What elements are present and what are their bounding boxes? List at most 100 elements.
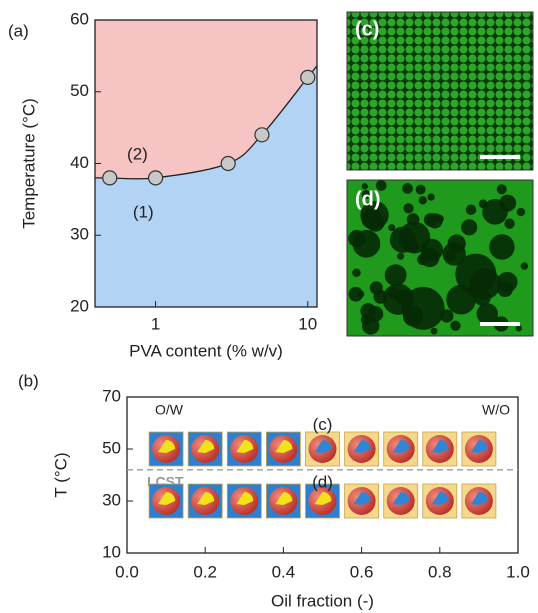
droplet xyxy=(367,306,384,322)
droplet xyxy=(415,184,426,195)
series-label: O/W xyxy=(155,402,184,418)
droplet xyxy=(461,219,478,236)
icon-core xyxy=(158,440,176,453)
region-label: (2) xyxy=(127,144,148,163)
y-tick-label: 50 xyxy=(70,81,89,100)
x-tick-label: 0.4 xyxy=(272,562,296,581)
droplet xyxy=(361,183,368,190)
droplet xyxy=(516,207,526,217)
data-point xyxy=(102,170,118,186)
droplet xyxy=(361,208,382,230)
droplet-icon xyxy=(226,483,262,519)
droplet xyxy=(352,268,361,278)
icon-core xyxy=(470,440,488,453)
x-tick-label: 0.2 xyxy=(193,562,217,581)
droplet xyxy=(515,325,523,332)
icon-core xyxy=(275,440,293,453)
droplet-icon xyxy=(148,431,184,467)
droplet-icon xyxy=(265,431,301,467)
droplet-icon xyxy=(383,431,419,467)
annotation: (d) xyxy=(312,472,333,491)
droplet xyxy=(469,268,501,300)
droplet-icon xyxy=(305,483,340,519)
scale-bar xyxy=(480,155,520,159)
icon-core xyxy=(314,440,332,453)
droplet-icon xyxy=(187,431,223,467)
droplet xyxy=(489,234,515,260)
panel-label: (a) xyxy=(8,21,29,40)
icon-core xyxy=(197,492,215,505)
droplet-icon xyxy=(305,431,340,467)
droplet-icon xyxy=(422,431,458,467)
y-tick-label: 30 xyxy=(70,225,89,244)
droplet xyxy=(397,252,405,260)
droplet xyxy=(361,190,371,200)
droplet-icon xyxy=(344,431,380,467)
droplet-icon xyxy=(344,483,380,519)
droplet xyxy=(430,327,438,335)
region-label: (1) xyxy=(133,202,154,221)
scale-bar xyxy=(480,322,520,326)
x-tick-label: 0.8 xyxy=(428,562,452,581)
data-point xyxy=(300,69,316,86)
droplet xyxy=(446,284,476,315)
icon-core xyxy=(353,492,371,505)
droplet-icon xyxy=(383,483,419,519)
droplet xyxy=(384,264,407,287)
droplet xyxy=(465,204,477,216)
icon-core xyxy=(197,440,215,453)
y-tick-label: 30 xyxy=(102,490,121,509)
droplet xyxy=(450,320,461,331)
droplet xyxy=(417,253,429,266)
droplet xyxy=(418,196,428,205)
y-tick-label: 70 xyxy=(102,386,121,405)
droplet-icon xyxy=(148,483,184,519)
droplet xyxy=(427,213,443,229)
droplet xyxy=(504,218,515,229)
droplet-icon xyxy=(187,483,223,519)
droplet xyxy=(499,194,517,212)
y-tick-label: 60 xyxy=(70,9,89,28)
icon-core xyxy=(470,492,488,505)
x-tick-label: 0.6 xyxy=(350,562,374,581)
droplet xyxy=(403,203,414,214)
droplet xyxy=(348,286,364,302)
droplet xyxy=(496,184,507,195)
icon-core xyxy=(431,492,449,505)
y-tick-label: 20 xyxy=(70,296,89,315)
data-point xyxy=(220,155,236,172)
icon-core xyxy=(236,492,254,505)
series-label: W/O xyxy=(482,402,510,418)
x-tick-label: 0.0 xyxy=(115,562,139,581)
droplet xyxy=(398,221,431,254)
panel-label: (c) xyxy=(355,18,379,40)
data-point xyxy=(254,127,270,143)
droplet xyxy=(357,290,365,298)
panel-label: (d) xyxy=(355,188,381,210)
droplet xyxy=(369,281,383,295)
icon-core xyxy=(236,440,254,453)
icon-core xyxy=(158,492,176,505)
plot-frame xyxy=(126,396,519,554)
droplet xyxy=(375,180,387,191)
icon-core xyxy=(392,440,410,453)
icon-core xyxy=(314,492,332,505)
x-axis-label: Oil fraction (-) xyxy=(271,591,374,610)
y-axis-label: T (°C) xyxy=(51,452,70,497)
droplet-icon xyxy=(265,483,301,519)
y-tick-label: 50 xyxy=(102,438,121,457)
x-tick-label: 10 xyxy=(298,314,317,333)
x-axis-label: PVA content (% w/v) xyxy=(129,341,283,360)
droplet-icon xyxy=(461,431,497,467)
droplet-icon xyxy=(461,483,497,519)
droplet xyxy=(401,286,445,330)
x-tick-label: 1 xyxy=(151,314,160,333)
data-point xyxy=(147,170,164,186)
icon-core xyxy=(431,440,449,453)
droplet-icon xyxy=(226,431,262,467)
icon-core xyxy=(353,440,371,453)
lower-region xyxy=(95,65,317,307)
y-tick-label: 40 xyxy=(70,153,89,172)
